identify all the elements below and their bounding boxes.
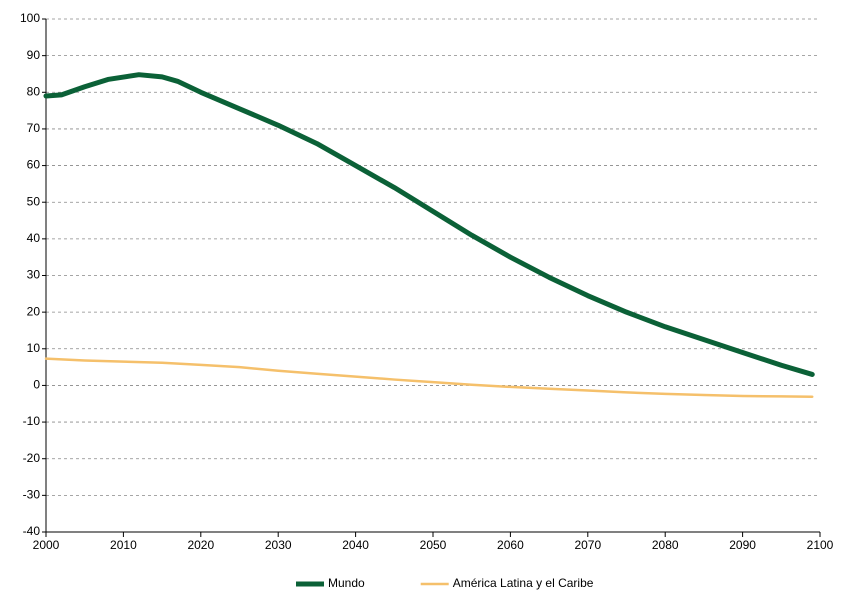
x-tick-label: 2060 — [497, 538, 524, 552]
x-tick-label: 2050 — [420, 538, 447, 552]
y-tick-label: -30 — [23, 488, 41, 502]
x-tick-label: 2040 — [342, 538, 369, 552]
y-tick-label: -10 — [23, 414, 41, 428]
x-tick-label: 2080 — [652, 538, 679, 552]
y-tick-label: 0 — [33, 378, 40, 392]
x-tick-label: 2000 — [33, 538, 60, 552]
y-tick-label: 70 — [27, 121, 41, 135]
y-tick-label: 50 — [27, 194, 41, 208]
y-tick-label: -40 — [23, 524, 41, 538]
x-tick-label: 2100 — [807, 538, 834, 552]
x-tick-label: 2070 — [574, 538, 601, 552]
x-tick-label: 2010 — [110, 538, 137, 552]
y-tick-label: 60 — [27, 158, 41, 172]
series-line — [44, 357, 814, 399]
y-tick-label: 20 — [27, 304, 41, 318]
y-tick-label: 40 — [27, 231, 41, 245]
y-tick-label: -20 — [23, 451, 41, 465]
legend-label: Mundo — [328, 576, 365, 590]
y-tick-label: 80 — [27, 84, 41, 98]
x-tick-label: 2030 — [265, 538, 292, 552]
y-tick-label: 30 — [27, 268, 41, 282]
y-tick-label: 100 — [20, 11, 40, 25]
series-line — [43, 72, 815, 377]
x-tick-label: 2020 — [187, 538, 214, 552]
y-tick-label: 90 — [27, 48, 41, 62]
legend-label: América Latina y el Caribe — [453, 576, 594, 590]
y-tick-label: 10 — [27, 341, 41, 355]
x-tick-label: 2090 — [729, 538, 756, 552]
